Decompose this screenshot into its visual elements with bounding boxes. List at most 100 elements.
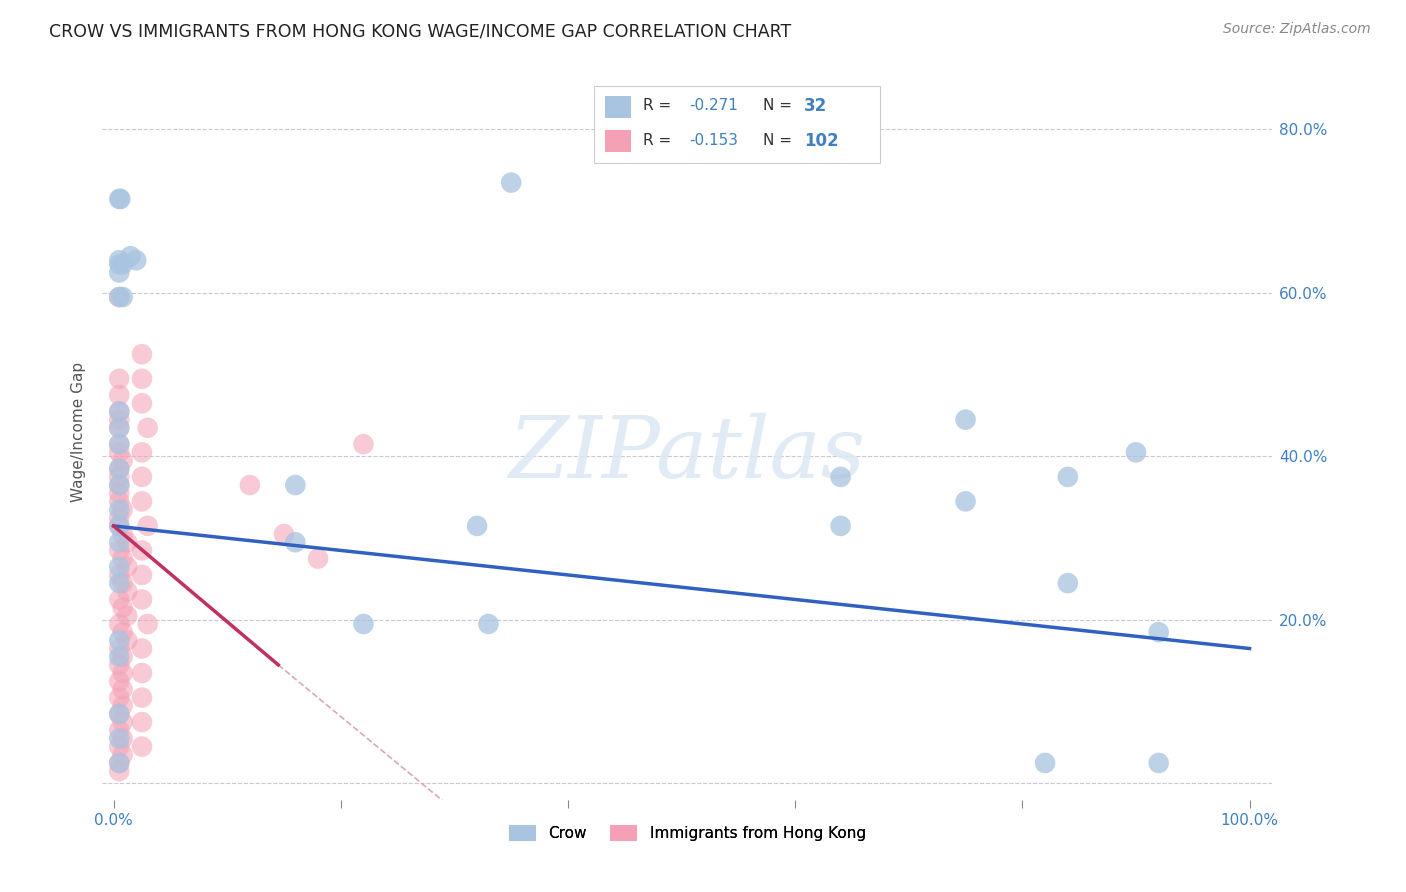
Point	[131, 470, 153, 484]
Point	[136, 519, 159, 533]
Point	[108, 756, 131, 770]
Point	[111, 527, 134, 541]
Point	[131, 347, 153, 361]
Point	[111, 747, 134, 762]
Point	[108, 723, 131, 738]
Point	[108, 576, 131, 591]
Point	[307, 551, 329, 566]
Point	[108, 486, 131, 500]
Legend: Crow, Immigrants from Hong Kong: Crow, Immigrants from Hong Kong	[502, 819, 872, 847]
Point	[108, 633, 131, 648]
Point	[108, 657, 131, 672]
Point	[111, 698, 134, 713]
Point	[108, 290, 131, 304]
Point	[830, 470, 852, 484]
Point	[108, 519, 131, 533]
Point	[131, 592, 153, 607]
Point	[131, 641, 153, 656]
Point	[108, 404, 131, 418]
Point	[108, 706, 131, 721]
Point	[353, 437, 375, 451]
Point	[115, 633, 138, 648]
Point	[477, 617, 499, 632]
Point	[108, 388, 131, 402]
Point	[131, 690, 153, 705]
Point	[465, 519, 488, 533]
Point	[830, 519, 852, 533]
Point	[111, 666, 134, 681]
Point	[108, 372, 131, 386]
Text: 32: 32	[804, 97, 828, 115]
Point	[108, 739, 131, 754]
Point	[108, 461, 131, 475]
Point	[111, 625, 134, 640]
Point	[284, 535, 307, 549]
Point	[1125, 445, 1147, 459]
Point	[108, 461, 131, 475]
Y-axis label: Wage/Income Gap: Wage/Income Gap	[72, 362, 86, 502]
Point	[955, 412, 977, 426]
Point	[110, 192, 132, 206]
Point	[108, 412, 131, 426]
Point	[108, 568, 131, 582]
Point	[111, 682, 134, 697]
Point	[108, 543, 131, 558]
Point	[111, 502, 134, 516]
Point	[108, 674, 131, 689]
Text: R =: R =	[643, 133, 676, 148]
Point	[108, 559, 131, 574]
Point	[1056, 470, 1078, 484]
Point	[120, 249, 142, 263]
Point	[108, 592, 131, 607]
Point	[115, 584, 138, 599]
Point	[115, 535, 138, 549]
Text: CROW VS IMMIGRANTS FROM HONG KONG WAGE/INCOME GAP CORRELATION CHART: CROW VS IMMIGRANTS FROM HONG KONG WAGE/I…	[49, 22, 792, 40]
Point	[239, 478, 262, 492]
Text: 102: 102	[804, 132, 839, 150]
Point	[108, 253, 131, 268]
Text: N =: N =	[763, 133, 797, 148]
Point	[273, 527, 295, 541]
Point	[1033, 756, 1056, 770]
Point	[108, 756, 131, 770]
Point	[111, 453, 134, 467]
Point	[108, 494, 131, 508]
Point	[131, 715, 153, 730]
Point	[108, 690, 131, 705]
Point	[108, 535, 131, 549]
Point	[131, 739, 153, 754]
Point	[111, 551, 134, 566]
Point	[108, 445, 131, 459]
Point	[108, 478, 131, 492]
FancyBboxPatch shape	[593, 87, 880, 163]
Point	[108, 706, 131, 721]
Point	[108, 290, 131, 304]
Text: ZIPatlas: ZIPatlas	[509, 413, 866, 495]
Point	[501, 176, 523, 190]
Point	[108, 764, 131, 779]
Point	[108, 617, 131, 632]
Point	[108, 421, 131, 435]
Point	[131, 396, 153, 410]
Point	[115, 608, 138, 623]
Point	[115, 559, 138, 574]
Text: Source: ZipAtlas.com: Source: ZipAtlas.com	[1223, 22, 1371, 37]
Point	[108, 437, 131, 451]
Point	[108, 731, 131, 746]
Point	[131, 372, 153, 386]
Point	[111, 257, 134, 271]
Point	[1147, 625, 1170, 640]
Point	[108, 519, 131, 533]
Bar	[606, 95, 631, 118]
Text: -0.271: -0.271	[689, 98, 738, 113]
Point	[111, 576, 134, 591]
Point	[131, 568, 153, 582]
Point	[111, 715, 134, 730]
Point	[111, 731, 134, 746]
Point	[108, 404, 131, 418]
Point	[136, 421, 159, 435]
Text: -0.153: -0.153	[689, 133, 738, 148]
Point	[131, 666, 153, 681]
Point	[1056, 576, 1078, 591]
Point	[108, 265, 131, 279]
